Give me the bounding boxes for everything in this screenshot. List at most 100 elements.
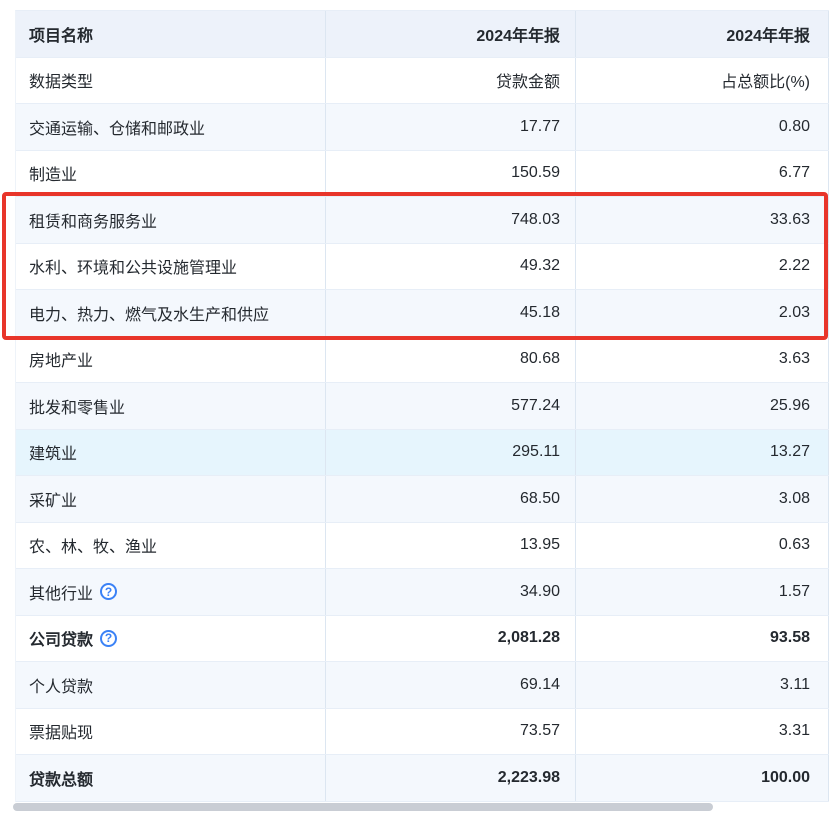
value-label: 73.57 — [519, 722, 560, 740]
horizontal-scrollbar-thumb[interactable] — [13, 803, 713, 811]
loan-amount-cell: 68.50 — [326, 476, 576, 522]
item-name-label: 农、林、牧、渔业 — [29, 539, 158, 557]
value-label: 34.90 — [519, 582, 560, 600]
item-name-cell: 批发和零售业 — [16, 383, 326, 429]
percent-cell: 1.57 — [576, 569, 829, 615]
item-name-cell: 交通运输、仓储和邮政业 — [16, 104, 326, 150]
item-name-label: 租赁和商务服务业 — [29, 213, 158, 231]
value-label: 2024年年报 — [726, 27, 810, 45]
percent-cell: 33.63 — [576, 197, 829, 243]
percent-cell: 13.27 — [576, 429, 829, 475]
value-label: 93.58 — [769, 629, 810, 647]
item-name-cell: 房地产业 — [16, 336, 326, 382]
item-name-label: 交通运输、仓储和邮政业 — [29, 120, 206, 138]
table-row: 其他行业? 34.90 1.57 — [16, 569, 829, 616]
value-label: 577.24 — [511, 396, 560, 414]
value-label: 150.59 — [511, 164, 560, 182]
value-label: 69.14 — [519, 675, 560, 693]
value-label: 13.95 — [519, 536, 560, 554]
item-name-cell: 租赁和商务服务业 — [16, 197, 326, 243]
loan-amount-cell: 80.68 — [326, 336, 576, 382]
percent-cell: 占总额比(%) — [576, 57, 829, 103]
loan-amount-cell: 17.77 — [326, 104, 576, 150]
percent-cell: 6.77 — [576, 150, 829, 196]
help-icon[interactable]: ? — [100, 583, 118, 601]
loan-amount-cell: 贷款金额 — [326, 57, 576, 103]
table-row: 贷款总额 2,223.98 100.00 — [16, 755, 829, 802]
table-row: 公司贷款? 2,081.28 93.58 — [16, 615, 829, 662]
value-label: 6.77 — [778, 164, 810, 182]
value-label: 748.03 — [511, 210, 560, 228]
percent-cell: 3.11 — [576, 662, 829, 708]
loan-amount-cell: 73.57 — [326, 708, 576, 754]
percent-cell: 3.63 — [576, 336, 829, 382]
item-name-cell: 数据类型 — [16, 57, 326, 103]
value-label: 17.77 — [519, 117, 560, 135]
item-name-cell: 个人贷款 — [16, 662, 326, 708]
value-label: 68.50 — [519, 489, 560, 507]
item-name-cell: 项目名称 — [16, 11, 326, 57]
item-name-label: 采矿业 — [29, 492, 78, 510]
value-label: 33.63 — [769, 210, 810, 228]
value-label: 3.11 — [780, 675, 810, 693]
table-header-row: 项目名称 2024年年报 2024年年报 — [16, 11, 829, 58]
value-label: 25.96 — [769, 396, 810, 414]
value-label: 100.00 — [761, 768, 810, 786]
value-label: 3.08 — [778, 489, 810, 507]
table-subheader-row: 数据类型 贷款金额 占总额比(%) — [16, 57, 829, 104]
table-row: 制造业 150.59 6.77 — [16, 150, 829, 197]
loan-amount-cell: 69.14 — [326, 662, 576, 708]
value-label: 45.18 — [519, 303, 560, 321]
industry-loan-table: 项目名称 2024年年报 2024年年报数据类型 贷款金额 占总额比(%) 交通运输、仓储… — [15, 10, 829, 802]
value-label: 0.63 — [778, 536, 810, 554]
value-label: 80.68 — [519, 350, 560, 368]
loan-amount-cell: 748.03 — [326, 197, 576, 243]
table-row: 租赁和商务服务业 748.03 33.63 — [16, 197, 829, 244]
value-label: 2.22 — [778, 257, 810, 275]
value-label: 295.11 — [512, 443, 560, 461]
item-name-label: 票据贴现 — [29, 725, 94, 743]
value-label: 2024年年报 — [476, 27, 560, 45]
table-row: 房地产业 80.68 3.63 — [16, 336, 829, 383]
value-label: 3.31 — [778, 722, 810, 740]
value-label: 2,223.98 — [497, 768, 560, 786]
percent-cell: 25.96 — [576, 383, 829, 429]
item-name-cell: 其他行业? — [16, 569, 326, 615]
loan-amount-cell: 2,223.98 — [326, 755, 576, 801]
item-name-cell: 票据贴现 — [16, 708, 326, 754]
table-row: 农、林、牧、渔业 13.95 0.63 — [16, 522, 829, 569]
value-label: 13.27 — [769, 443, 810, 461]
percent-cell: 0.63 — [576, 522, 829, 568]
item-name-cell: 电力、热力、燃气及水生产和供应 — [16, 290, 326, 336]
value-label: 2,081.28 — [497, 629, 560, 647]
item-name-cell: 公司贷款? — [16, 615, 326, 661]
value-label: 3.63 — [778, 350, 810, 368]
item-name-label: 数据类型 — [29, 74, 94, 92]
item-name-cell: 建筑业 — [16, 429, 326, 475]
loan-amount-cell: 13.95 — [326, 522, 576, 568]
percent-cell: 2.03 — [576, 290, 829, 336]
percent-cell: 0.80 — [576, 104, 829, 150]
percent-cell: 2.22 — [576, 243, 829, 289]
table-row: 水利、环境和公共设施管理业 49.32 2.22 — [16, 243, 829, 290]
item-name-cell: 制造业 — [16, 150, 326, 196]
help-icon[interactable]: ? — [100, 629, 118, 647]
value-label: 0.80 — [778, 117, 810, 135]
item-name-label: 电力、热力、燃气及水生产和供应 — [29, 306, 270, 324]
loan-amount-cell: 577.24 — [326, 383, 576, 429]
percent-cell: 100.00 — [576, 755, 829, 801]
item-name-cell: 水利、环境和公共设施管理业 — [16, 243, 326, 289]
table-row: 电力、热力、燃气及水生产和供应 45.18 2.03 — [16, 290, 829, 337]
item-name-label: 项目名称 — [29, 27, 94, 45]
loan-amount-cell: 34.90 — [326, 569, 576, 615]
item-name-cell: 农、林、牧、渔业 — [16, 522, 326, 568]
value-label: 49.32 — [519, 257, 560, 275]
item-name-label: 制造业 — [29, 167, 78, 185]
percent-cell: 3.31 — [576, 708, 829, 754]
value-label: 1.57 — [778, 582, 810, 600]
table-row: 建筑业 295.11 13.27 — [16, 429, 829, 476]
table-row: 个人贷款 69.14 3.11 — [16, 662, 829, 709]
item-name-label: 建筑业 — [29, 446, 78, 464]
value-label: 占总额比(%) — [721, 74, 810, 92]
loan-amount-cell: 49.32 — [326, 243, 576, 289]
